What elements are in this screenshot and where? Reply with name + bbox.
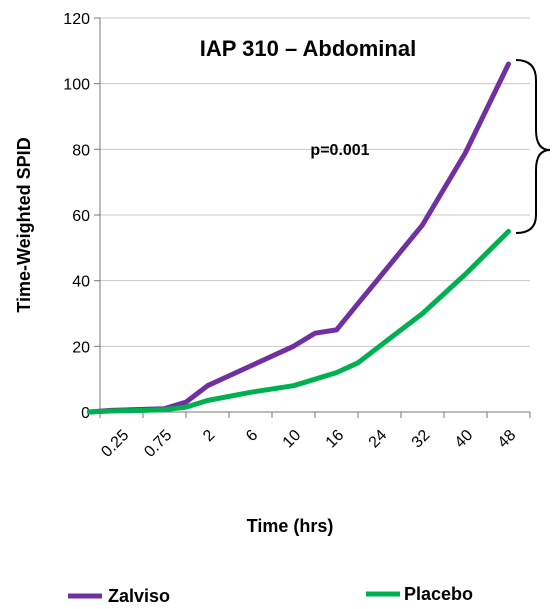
x-tick-label: 0.75 [141, 427, 175, 461]
y-tick-label: 20 [72, 339, 90, 356]
x-tick-label: 6 [243, 427, 261, 445]
y-tick-label: 0 [81, 405, 90, 422]
legend-label-placebo: Placebo [404, 584, 473, 604]
x-tick-label: 48 [495, 427, 520, 452]
x-tick-label: 32 [409, 427, 434, 452]
gridlines [100, 17, 530, 347]
series-line-placebo [86, 228, 511, 415]
series-line-zalviso [86, 61, 511, 415]
y-tick-label: 40 [72, 274, 90, 291]
x-axis-title: Time (hrs) [247, 516, 334, 536]
x-axis: 0.25 0.75 2 6 10 16 24 32 40 48 [98, 411, 531, 461]
y-axis-title: Time-Weighted SPID [14, 137, 34, 312]
x-tick-label: 16 [323, 427, 348, 452]
y-tick-label: 100 [63, 77, 90, 94]
p-value-annotation: p=0.001 [310, 142, 369, 159]
y-tick-label: 80 [72, 142, 90, 159]
brace-icon [515, 59, 551, 234]
legend: Zalviso Placebo [68, 584, 473, 606]
series-lines [86, 61, 511, 415]
x-tick-label: 10 [280, 427, 305, 452]
y-tick-label: 120 [63, 11, 90, 28]
x-tick-label: 40 [452, 427, 477, 452]
y-tick-label: 60 [72, 208, 90, 225]
legend-label-zalviso: Zalviso [108, 586, 170, 606]
chart-title: IAP 310 – Abdominal [200, 36, 416, 61]
y-axis: 0 20 40 60 80 100 120 [63, 11, 101, 422]
x-tick-label: 0.25 [98, 427, 132, 461]
x-tick-label: 2 [200, 427, 218, 445]
x-tick-label: 24 [366, 427, 391, 452]
